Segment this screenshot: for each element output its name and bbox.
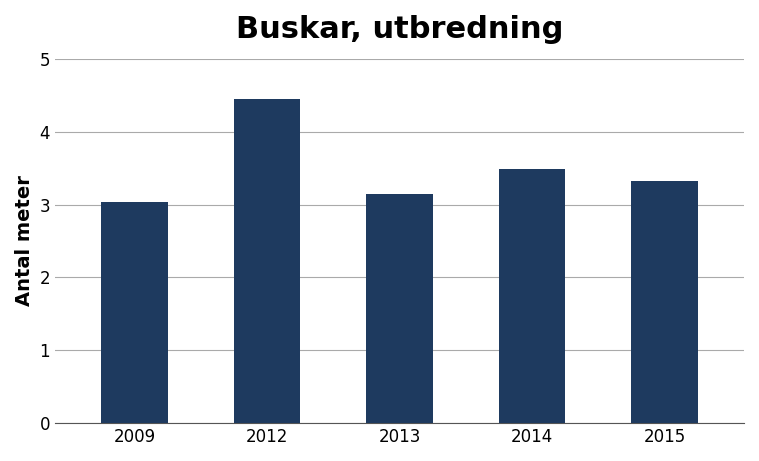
Bar [367,195,433,423]
Bar [102,201,168,423]
Bar [499,169,565,423]
Bar [631,181,698,423]
Title: Buskar, utbredning: Buskar, utbredning [236,15,563,44]
Bar [234,99,300,423]
Y-axis label: Antal meter: Antal meter [15,176,34,307]
